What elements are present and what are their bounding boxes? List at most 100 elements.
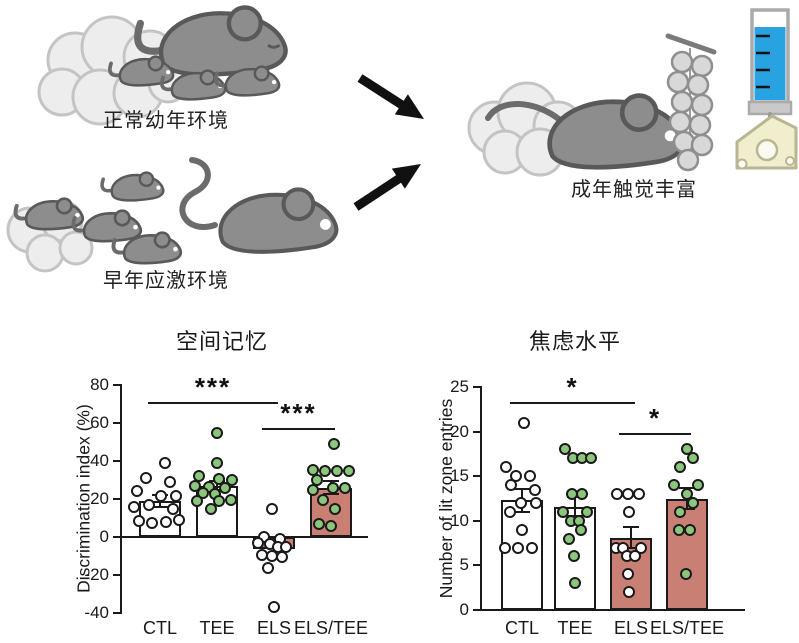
bar-ctl <box>501 500 543 610</box>
error-bar-cap <box>152 505 168 508</box>
normal-env-label: 正常幼年环境 <box>103 110 229 132</box>
data-point <box>623 505 635 518</box>
y-tick-label: 10 <box>450 510 469 530</box>
data-point <box>313 517 325 530</box>
y-tick-label: 20 <box>90 489 109 508</box>
category-label: CTL <box>142 618 177 638</box>
y-axis-line <box>120 384 122 614</box>
bar-els-tee <box>666 498 708 610</box>
y-tick-label: 60 <box>90 413 109 432</box>
data-point <box>219 481 231 494</box>
mouse-pup-icon <box>108 55 175 87</box>
illustration-panel <box>6 5 798 273</box>
data-point <box>499 541 511 554</box>
y-tick-label: 80 <box>90 375 109 394</box>
data-point <box>576 488 588 501</box>
chart-spatial-memory: 空间记忆 Discrimination index (%) 80 60 40 20 0 -20… <box>60 322 395 643</box>
significance-label: * <box>566 372 579 403</box>
chart-title: 焦虑水平 <box>528 329 621 354</box>
x-axis-line <box>480 609 745 611</box>
y-tick-label: 0 <box>99 527 109 546</box>
arrow-icons <box>353 74 424 211</box>
data-point <box>684 523 696 536</box>
data-point <box>328 437 340 450</box>
category-label: TEE <box>199 618 235 638</box>
data-point <box>557 505 569 518</box>
y-tick <box>113 536 120 538</box>
y-tick-label: 15 <box>450 466 469 486</box>
error-bar-cap <box>623 547 639 550</box>
category-label: ELS <box>256 618 292 638</box>
significance-label: * <box>648 403 662 434</box>
significance-label: *** <box>280 397 317 428</box>
mouse-pup-icon <box>71 209 143 243</box>
data-point <box>687 496 699 509</box>
data-point <box>524 470 536 483</box>
y-tick <box>473 519 480 522</box>
data-point <box>167 502 179 515</box>
category-label: CTL <box>504 618 539 638</box>
data-point <box>674 461 686 474</box>
data-point <box>622 568 634 581</box>
error-bar-cap <box>623 526 639 529</box>
data-point <box>268 601 280 614</box>
y-tick <box>473 564 480 567</box>
data-point <box>585 452 597 465</box>
data-point <box>500 461 512 474</box>
y-tick <box>113 384 120 386</box>
data-point <box>325 519 337 532</box>
data-point <box>213 494 225 507</box>
data-point <box>623 586 635 599</box>
data-point <box>674 505 686 518</box>
error-bar-cap <box>323 493 339 496</box>
data-point <box>526 541 538 554</box>
y-axis-title: Number of lit zone entries <box>435 398 456 598</box>
data-point <box>307 483 319 496</box>
y-tick <box>113 574 120 576</box>
adult-env-label: 成年触觉丰富 <box>571 179 697 201</box>
category-label: ELS <box>613 618 649 638</box>
y-tick <box>113 422 120 424</box>
y-tick <box>473 430 480 433</box>
data-point <box>575 523 587 536</box>
category-label: TEE <box>557 618 593 638</box>
mouse-pup-icon <box>100 171 165 202</box>
x-axis-line <box>120 536 368 538</box>
y-tick-label: 20 <box>450 421 469 441</box>
mouse-pup-icon <box>13 197 85 231</box>
error-bar-cap <box>679 508 695 511</box>
y-tick-label: 25 <box>450 377 469 396</box>
data-point <box>518 416 530 429</box>
data-point <box>133 514 145 527</box>
data-point <box>170 490 182 503</box>
data-point <box>211 456 223 469</box>
data-point <box>563 532 575 545</box>
category-label: ELS/TEE <box>293 618 369 638</box>
data-point <box>159 456 171 469</box>
data-point <box>529 483 541 496</box>
arrow-down-right-icon <box>357 74 424 119</box>
data-point <box>155 490 167 503</box>
bead-string-icon <box>665 33 717 172</box>
data-point <box>173 513 185 526</box>
data-point <box>140 472 152 485</box>
data-point <box>505 479 517 492</box>
data-point <box>262 562 274 575</box>
data-point <box>331 464 343 477</box>
chart-anxiety-level: 焦虑水平 Number of lit zone entries 25 20 15 10 5 0… <box>420 322 799 643</box>
data-point <box>143 498 155 511</box>
data-point <box>319 464 331 477</box>
data-point <box>504 505 516 518</box>
significance-line <box>148 402 278 405</box>
stress-env-illustration <box>6 157 339 273</box>
y-tick-label: -40 <box>84 603 109 622</box>
significance-line <box>510 402 635 405</box>
normal-env-illustration <box>37 5 288 126</box>
y-tick-label: 0 <box>459 600 469 619</box>
y-tick <box>113 612 120 614</box>
data-point <box>515 496 527 509</box>
error-bar-cap <box>679 486 695 489</box>
y-tick <box>473 386 480 388</box>
data-point <box>680 568 692 581</box>
